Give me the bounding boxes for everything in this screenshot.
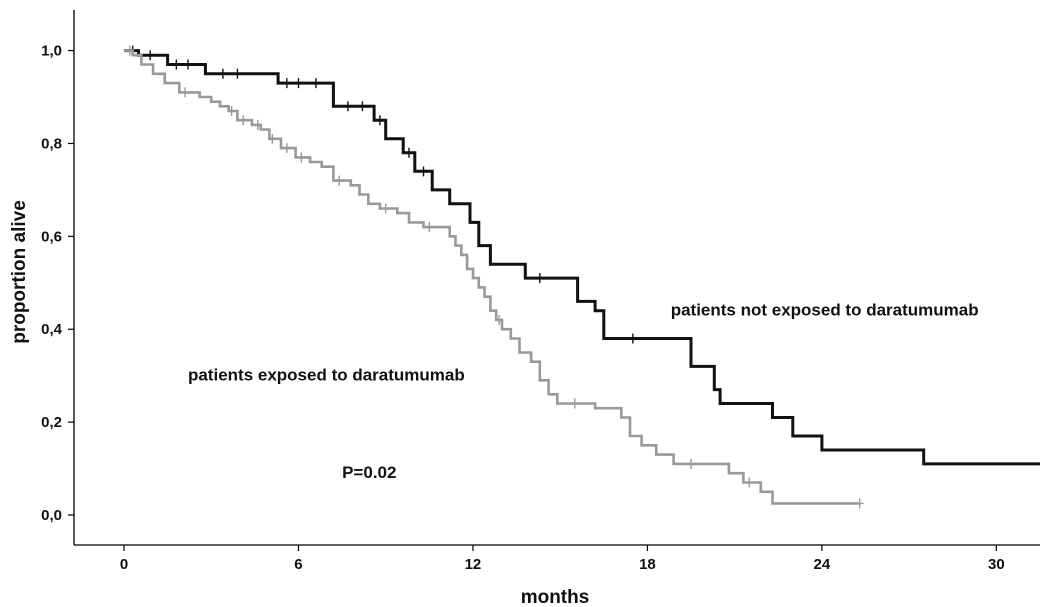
censor-mark [218,68,227,79]
censor-mark [297,152,306,163]
censor-mark [343,101,352,112]
annotation-label: patients not exposed to daratumumab [671,300,979,319]
censor-mark [855,498,864,509]
y-tick-label: 0,4 [41,321,63,338]
censor-mark [233,68,242,79]
x-tick-label: 6 [294,556,302,573]
censor-mark [253,119,262,130]
y-tick-label: 0,8 [41,135,62,152]
survival-curve-line [124,49,860,505]
censor-mark [125,45,134,56]
censor-mark [239,115,248,126]
censor-mark [181,87,190,98]
censor-mark [495,314,504,325]
x-tick-label: 30 [988,556,1005,573]
censor-mark [419,166,428,177]
annotation-label: patients exposed to daratumumab [188,365,465,384]
censor-mark [294,78,303,89]
censor-mark [745,477,754,488]
y-axis-ticks: 0,0 0,2 0,4 0,6 0,8 1,0 [41,43,74,524]
x-axis-title: months [521,587,590,607]
censor-mark [358,101,367,112]
censor-mark [687,458,696,469]
censor-mark [570,398,579,409]
censor-mark [311,78,320,89]
censor-mark [628,333,637,344]
y-tick-label: 0,6 [41,228,62,245]
annotations: patients not exposed to daratumumab patie… [188,300,979,482]
plot-frame [73,10,1040,546]
x-axis-ticks: 0 6 12 18 24 30 [120,545,1005,573]
y-tick-label: 0,2 [41,414,62,431]
censor-mark [282,78,291,89]
x-tick-label: 18 [639,556,656,573]
survival-curves [124,45,1040,509]
censor-mark [183,59,192,70]
censor-mark [227,105,236,116]
censor-mark [146,50,155,61]
censor-mark [375,115,384,126]
censor-mark [335,175,344,186]
x-tick-label: 0 [120,556,128,573]
x-tick-label: 12 [465,556,482,573]
y-tick-label: 0,0 [41,507,62,524]
censor-mark [172,59,181,70]
x-tick-label: 24 [814,556,831,573]
survival-curve-line [124,49,1040,466]
y-tick-label: 1,0 [41,43,62,60]
censor-mark [425,222,434,233]
censor-mark [268,133,277,144]
y-axis-title: proportion alive [9,200,30,344]
censor-mark [535,273,544,284]
annotation-label: P=0.02 [342,463,396,482]
censor-mark [282,143,291,154]
censor-mark [404,147,413,158]
censor-mark [381,203,390,214]
